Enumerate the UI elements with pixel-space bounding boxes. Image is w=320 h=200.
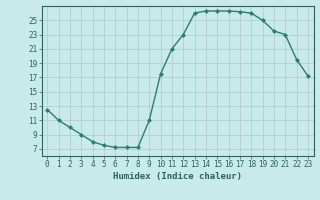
X-axis label: Humidex (Indice chaleur): Humidex (Indice chaleur) [113, 172, 242, 181]
